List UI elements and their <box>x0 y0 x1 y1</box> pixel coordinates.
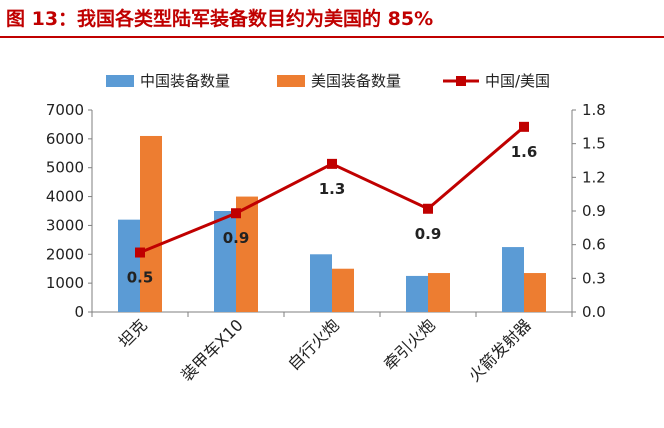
left-y-tick-label: 5000 <box>46 159 84 177</box>
left-y-tick-label: 3000 <box>46 216 84 234</box>
legend-swatch <box>277 75 305 87</box>
title-divider <box>0 36 664 38</box>
ratio-data-label: 0.5 <box>127 269 154 287</box>
right-y-tick-label: 0.0 <box>582 303 606 321</box>
ratio-data-label: 0.9 <box>415 225 442 243</box>
ratio-data-label: 1.3 <box>319 180 346 198</box>
category-label: 自行火炮 <box>284 315 343 374</box>
usa-bar <box>140 135 162 312</box>
ratio-point <box>519 121 529 132</box>
legend-label: 美国装备数量 <box>311 72 401 90</box>
left-y-tick-label: 1000 <box>46 274 84 292</box>
ratio-data-label: 0.9 <box>223 229 250 247</box>
legend-swatch <box>106 75 134 87</box>
category-label: 牵引火炮 <box>380 315 439 374</box>
left-y-tick-label: 6000 <box>46 130 84 148</box>
china-bar <box>502 247 524 312</box>
ratio-point <box>327 158 337 169</box>
left-y-tick-label: 0 <box>74 303 84 321</box>
china-bar <box>406 275 428 312</box>
right-y-tick-label: 0.6 <box>582 236 606 254</box>
left-y-tick-label: 2000 <box>46 245 84 263</box>
figure-title: 图 13：我国各类型陆军装备数目约为美国的 85% <box>6 8 434 30</box>
legend-marker <box>456 76 466 86</box>
usa-bar <box>428 273 450 312</box>
right-y-tick-label: 1.2 <box>582 168 606 186</box>
usa-bar <box>524 273 546 312</box>
usa-bar <box>332 268 354 312</box>
usa-bar <box>236 196 258 312</box>
ratio-point <box>423 203 433 214</box>
category-labels: 坦克 装甲车X10 自行火炮 牵引火炮 火箭发射器 <box>115 315 535 385</box>
bar-series-group <box>118 135 546 312</box>
left-y-tick-label: 4000 <box>46 188 84 206</box>
right-y-tick-label: 1.5 <box>582 135 606 153</box>
category-label: 装甲车X10 <box>177 315 247 385</box>
left-y-tick-label: 7000 <box>46 101 84 119</box>
right-y-tick-label: 0.9 <box>582 202 606 220</box>
chart-legend: 中国装备数量 美国装备数量 中国/美国 <box>106 72 550 90</box>
ratio-line-group: 0.5 0.9 1.3 0.9 1.6 <box>127 121 538 287</box>
china-bar <box>310 254 332 312</box>
right-y-tick-label: 0.3 <box>582 269 606 287</box>
ratio-data-label: 1.6 <box>511 143 538 161</box>
ratio-point <box>231 208 241 219</box>
category-label: 火箭发射器 <box>465 315 535 385</box>
chart-axes: 0 1000 2000 3000 4000 5000 6000 7000 0.0 0.3 0.6 0.… <box>46 101 606 321</box>
legend-label: 中国/美国 <box>485 72 550 90</box>
category-label: 坦克 <box>115 315 151 351</box>
right-y-tick-label: 1.8 <box>582 101 606 119</box>
ratio-point <box>135 247 145 258</box>
china-bar <box>118 219 140 312</box>
china-bar <box>214 211 236 312</box>
legend-label: 中国装备数量 <box>140 72 230 90</box>
